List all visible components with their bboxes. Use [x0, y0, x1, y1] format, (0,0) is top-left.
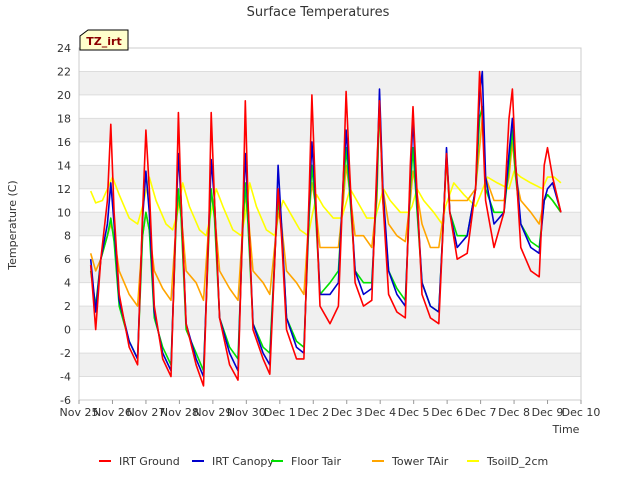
y-tick-label: 12: [57, 183, 71, 196]
legend-label: TsoilD_2cm: [486, 455, 548, 468]
y-axis-label: Temperature (C): [6, 180, 19, 270]
y-tick-label: 4: [64, 277, 71, 290]
x-tick-label: Dec 8: [498, 406, 530, 419]
grid-band: [79, 71, 581, 95]
y-tick-label: 20: [57, 89, 71, 102]
x-tick-label: Nov 27: [126, 406, 165, 419]
chart-title: Surface Temperatures: [247, 5, 390, 20]
x-tick-label: Nov 30: [227, 406, 266, 419]
legend-label: IRT Ground: [119, 455, 180, 468]
tz-badge-box: [79, 29, 129, 51]
legend-label: IRT Canopy: [212, 455, 274, 468]
y-tick-label: 6: [64, 253, 71, 266]
x-tick-label: Nov 28: [160, 406, 199, 419]
y-tick-label: 8: [64, 230, 71, 243]
y-tick-label: -6: [60, 394, 71, 407]
x-tick-label: Dec 3: [331, 406, 363, 419]
grid-band: [79, 353, 581, 377]
background-bands: [79, 71, 581, 377]
tz-badge-label: TZ_irt: [86, 35, 121, 48]
tz-badge: TZ_irt: [79, 29, 129, 51]
y-tick-label: 22: [57, 65, 71, 78]
x-tick-label: Nov 25: [60, 406, 99, 419]
grid-band: [79, 118, 581, 142]
x-tick-label: Dec 1: [264, 406, 296, 419]
x-tick-label: Nov 26: [93, 406, 132, 419]
x-tick-label: Dec 10: [562, 406, 601, 419]
x-axis-label: Time: [552, 423, 580, 436]
x-tick-label: Dec 5: [398, 406, 430, 419]
y-tick-label: 24: [57, 42, 71, 55]
x-tick-label: Dec 9: [532, 406, 564, 419]
y-tick-label: 10: [57, 206, 71, 219]
y-tick-label: -4: [60, 371, 71, 384]
legend-label: Floor Tair: [291, 455, 342, 468]
legend-item: IRT Ground: [99, 455, 180, 468]
grid-band: [79, 306, 581, 330]
legend-label: Tower TAir: [391, 455, 449, 468]
y-tick-label: 18: [57, 112, 71, 125]
x-tick-label: Nov 29: [193, 406, 232, 419]
grid-band: [79, 165, 581, 189]
series-line-irt-ground: [89, 70, 562, 387]
y-tick-label: 14: [57, 159, 71, 172]
legend-item: Floor Tair: [271, 455, 342, 468]
y-tick-label: 0: [64, 324, 71, 337]
x-tick-label: Dec 4: [364, 406, 396, 419]
y-tick-label: 2: [64, 300, 71, 313]
series-lines: [89, 70, 562, 387]
x-tick-label: Dec 7: [465, 406, 497, 419]
plot-area: [78, 47, 582, 401]
series-line-tsoild-2cm: [89, 170, 562, 237]
x-tick-label: Dec 2: [297, 406, 329, 419]
y-tick-label: 16: [57, 136, 71, 149]
x-tick-label: Dec 6: [431, 406, 463, 419]
y-tick-label: -2: [60, 347, 71, 360]
legend-item: Tower TAir: [372, 455, 449, 468]
grid-band: [79, 212, 581, 236]
legend: IRT Ground IRT Canopy Floor Tair Tower TAir…: [99, 455, 548, 468]
legend-item: IRT Canopy: [192, 455, 274, 468]
legend-item: TsoilD_2cm: [467, 455, 548, 468]
